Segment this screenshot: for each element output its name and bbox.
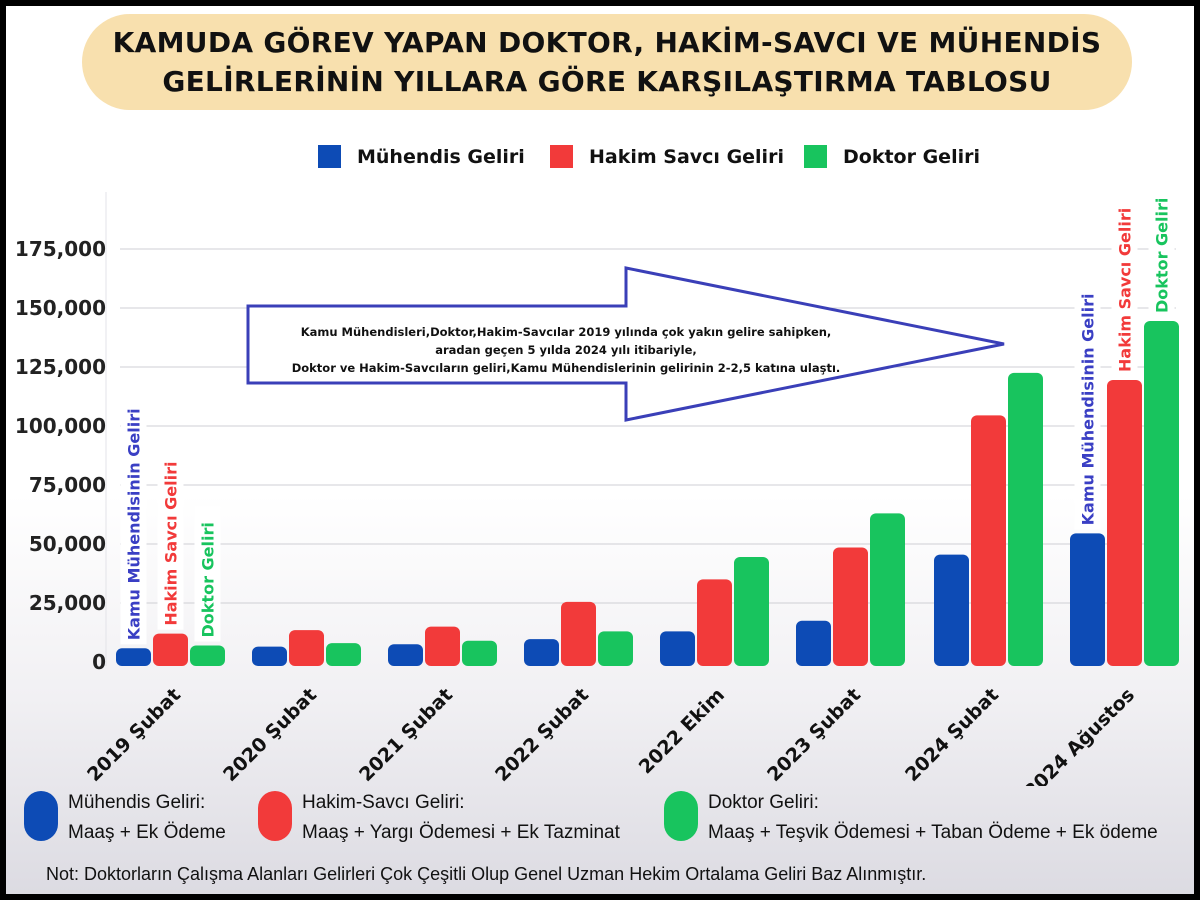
bar-engineer <box>116 648 151 666</box>
composition-pill-doctor <box>664 791 698 841</box>
x-tick-label: 2024 Şubat <box>901 684 1003 786</box>
x-tick-label: 2022 Şubat <box>491 684 593 786</box>
bar-value-label-doctor: Doktor Geliri <box>199 522 218 637</box>
bar-engineer <box>934 554 969 666</box>
annotation-line: Doktor ve Hakim-Savcıların geliri,Kamu M… <box>292 361 841 375</box>
y-tick-label: 75,000 <box>29 473 106 497</box>
bar-engineer <box>660 631 695 666</box>
composition-title-doctor: Doktor Geliri: <box>708 792 819 813</box>
x-tick-label: 2020 Şubat <box>219 684 321 786</box>
y-tick-label: 50,000 <box>29 532 106 556</box>
legend-label-judge: Hakim Savcı Geliri <box>589 145 784 168</box>
bar-label-bg <box>157 446 184 630</box>
footnote: Not: Doktorların Çalışma Alanları Gelirl… <box>46 864 927 884</box>
title-banner: KAMUDA GÖREV YAPAN DOKTOR, HAKİM-SAVCI V… <box>82 14 1132 110</box>
composition-engineer: Mühendis Geliri: Maaş + Ek Ödeme <box>24 788 226 848</box>
composition-doctor: Doktor Geliri: Maaş + Teşvik Ödemesi + T… <box>664 788 1158 848</box>
annotation-line: Kamu Mühendisleri,Doktor,Hakim-Savcılar … <box>301 325 832 339</box>
x-tick-label: 2019 Şubat <box>83 684 185 786</box>
composition-detail-engineer: Maaş + Ek Ödeme <box>68 822 226 843</box>
arrow-shape <box>246 266 1005 422</box>
bar-judge <box>153 633 188 666</box>
bar-judge <box>1107 379 1142 666</box>
bar-judge <box>425 626 460 666</box>
bar-label-bg <box>1148 182 1175 317</box>
y-tick-label: 125,000 <box>15 355 106 379</box>
y-tick-label: 150,000 <box>15 296 106 320</box>
composition-detail-doctor: Maaş + Teşvik Ödemesi + Taban Ödeme + Ek… <box>708 822 1158 843</box>
bar-engineer <box>796 620 831 666</box>
x-tick-label: 2023 Şubat <box>763 684 865 786</box>
legend-label-doctor: Doktor Geliri <box>843 145 980 168</box>
bar-engineer <box>388 644 423 666</box>
legend-item-doctor: Doktor Geliri <box>804 145 980 168</box>
bar-doctor <box>326 643 361 666</box>
legend-item-engineer: Mühendis Geliri <box>318 145 525 168</box>
composition-pill-judge <box>258 791 292 841</box>
bar-judge <box>697 579 732 666</box>
composition-pill-engineer <box>24 791 58 841</box>
bar-chart: 0 25,000 50,000 75,000 100,000 125,000 150,000… <box>15 182 1179 786</box>
annotation-line: aradan geçen 5 yılda 2024 yılı itibariyl… <box>435 343 697 357</box>
bar-doctor <box>1144 320 1179 666</box>
bar-label-bg <box>120 403 147 645</box>
bar-doctor <box>598 631 633 666</box>
chart-legend: Mühendis Geliri Hakim Savcı Geliri Dokto… <box>6 145 1194 185</box>
bar-engineer <box>252 646 287 666</box>
legend-swatch-doctor <box>804 145 827 168</box>
composition-title-engineer: Mühendis Geliri: <box>68 792 206 813</box>
bar-doctor <box>190 645 225 666</box>
bar-doctor <box>462 640 497 666</box>
composition-detail-judge: Maaş + Yargı Ödemesi + Ek Tazminat <box>302 822 620 843</box>
bar-label-bg <box>1111 193 1138 376</box>
bar-engineer <box>1070 533 1105 666</box>
bar-judge <box>289 630 324 666</box>
bar-value-label-engineer: Kamu Mühendisinin Geliri <box>125 408 144 640</box>
y-tick-label: 175,000 <box>15 237 106 261</box>
legend-swatch-judge <box>550 145 573 168</box>
bar-value-label-doctor: Doktor Geliri <box>1153 198 1172 313</box>
legend-label-engineer: Mühendis Geliri <box>357 145 525 168</box>
bar-doctor <box>734 556 769 666</box>
y-tick-label: 25,000 <box>29 591 106 615</box>
bar-judge <box>561 601 596 666</box>
bar-doctor <box>870 513 905 666</box>
y-tick-label: 100,000 <box>15 414 106 438</box>
x-tick-label: 2024 Ağustos <box>1020 684 1139 786</box>
bar-value-label-judge: Hakim Savcı Geliri <box>1116 208 1135 372</box>
y-tick-label: 0 <box>92 650 106 674</box>
bar-judge <box>833 547 868 666</box>
x-tick-label: 2022 Ekim <box>635 684 729 778</box>
x-tick-label: 2021 Şubat <box>355 684 457 786</box>
bar-label-bg <box>1074 288 1101 530</box>
bar-value-label-engineer: Kamu Mühendisinin Geliri <box>1079 293 1098 525</box>
bar-value-label-judge: Hakim Savcı Geliri <box>162 462 181 626</box>
composition-title-judge: Hakim-Savcı Geliri: <box>302 792 465 813</box>
infographic-frame: KAMUDA GÖREV YAPAN DOKTOR, HAKİM-SAVCI V… <box>6 6 1194 894</box>
bar-label-bg <box>194 506 221 642</box>
composition-judge: Hakim-Savcı Geliri: Maaş + Yargı Ödemesi… <box>258 788 620 848</box>
bar-engineer <box>524 639 559 666</box>
bar-doctor <box>1008 372 1043 666</box>
title-line-1: KAMUDA GÖREV YAPAN DOKTOR, HAKİM-SAVCI V… <box>112 26 1102 59</box>
legend-item-judge: Hakim Savcı Geliri <box>550 145 784 168</box>
legend-swatch-engineer <box>318 145 341 168</box>
bar-judge <box>971 415 1006 666</box>
title-line-2: GELİRLERİNİN YILLARA GÖRE KARŞILAŞTIRMA … <box>162 65 1052 98</box>
